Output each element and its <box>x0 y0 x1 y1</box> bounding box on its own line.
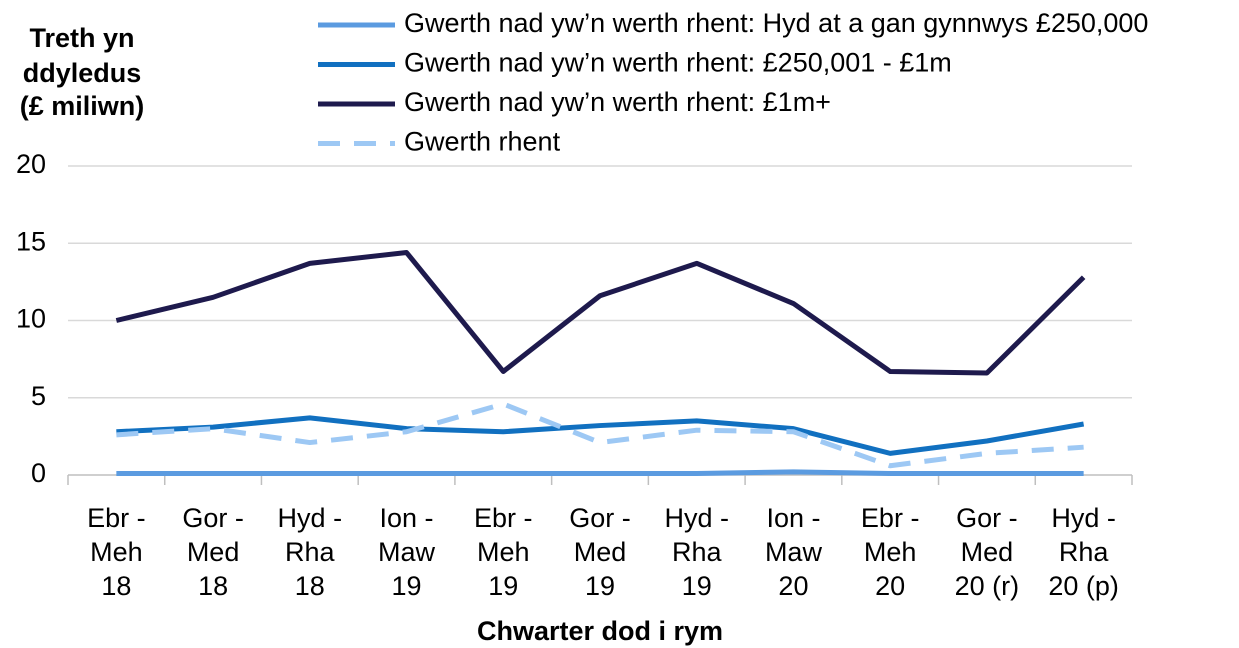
x-tick-label: 20 <box>875 571 905 601</box>
x-tick-label: 18 <box>198 571 228 601</box>
series-line <box>116 415 1085 456</box>
x-tick-label: Rha <box>672 537 723 567</box>
x-tick-label: 20 <box>778 571 808 601</box>
x-tick-label: Gor - <box>569 503 631 533</box>
y-tick-label: 0 <box>31 458 46 488</box>
x-tick-label: Med <box>187 537 240 567</box>
x-tick-label: Maw <box>765 537 823 567</box>
series-line <box>116 469 1084 476</box>
x-tick-label: Ebr - <box>87 503 146 533</box>
x-axis-label: Chwarter dod i rym <box>477 616 723 646</box>
x-tick-label: Hyd - <box>1051 503 1116 533</box>
x-tick-label: Meh <box>90 537 143 567</box>
y-tick-label: 10 <box>16 304 46 334</box>
x-tick-label: Ebr - <box>474 503 533 533</box>
x-tick-label: 19 <box>585 571 615 601</box>
legend-label: Gwerth nad yw’n werth rhent: Hyd at a ga… <box>404 8 1148 38</box>
x-tick-label: 20 (r) <box>955 571 1020 601</box>
legend-label: Gwerth nad yw’n werth rhent: £1m+ <box>404 87 831 117</box>
x-tick-label: Rha <box>285 537 336 567</box>
x-tick-label: Gor - <box>182 503 244 533</box>
x-tick-label: Ion - <box>766 503 820 533</box>
series-line <box>115 250 1086 376</box>
y-tick-label: 5 <box>31 381 46 411</box>
y-axis-label: Treth yn <box>29 23 134 53</box>
x-tick-label: Maw <box>378 537 436 567</box>
y-tick-label: 20 <box>16 149 46 179</box>
y-tick-label: 15 <box>16 226 46 256</box>
x-tick-label: 19 <box>488 571 518 601</box>
x-tick-label: Ion - <box>380 503 434 533</box>
x-tick-label: 18 <box>295 571 325 601</box>
x-tick-label: Meh <box>477 537 530 567</box>
x-tick-label: 18 <box>101 571 131 601</box>
legend-label: Gwerth rhent <box>404 127 561 157</box>
y-axis-label: ddyledus <box>23 58 142 88</box>
series-line <box>116 401 1084 469</box>
y-axis-label: (£ miliwn) <box>20 91 145 121</box>
x-tick-label: Rha <box>1059 537 1110 567</box>
x-tick-label: Med <box>574 537 627 567</box>
x-tick-label: 19 <box>682 571 712 601</box>
x-tick-label: Hyd - <box>664 503 729 533</box>
x-tick-label: 19 <box>392 571 422 601</box>
legend-label: Gwerth nad yw’n werth rhent: £250,001 - … <box>404 48 952 78</box>
x-tick-label: Ebr - <box>861 503 920 533</box>
x-tick-label: Gor - <box>956 503 1018 533</box>
x-tick-label: Med <box>961 537 1014 567</box>
x-tick-label: Meh <box>864 537 917 567</box>
x-tick-label: Hyd - <box>278 503 343 533</box>
x-tick-label: 20 (p) <box>1048 571 1119 601</box>
